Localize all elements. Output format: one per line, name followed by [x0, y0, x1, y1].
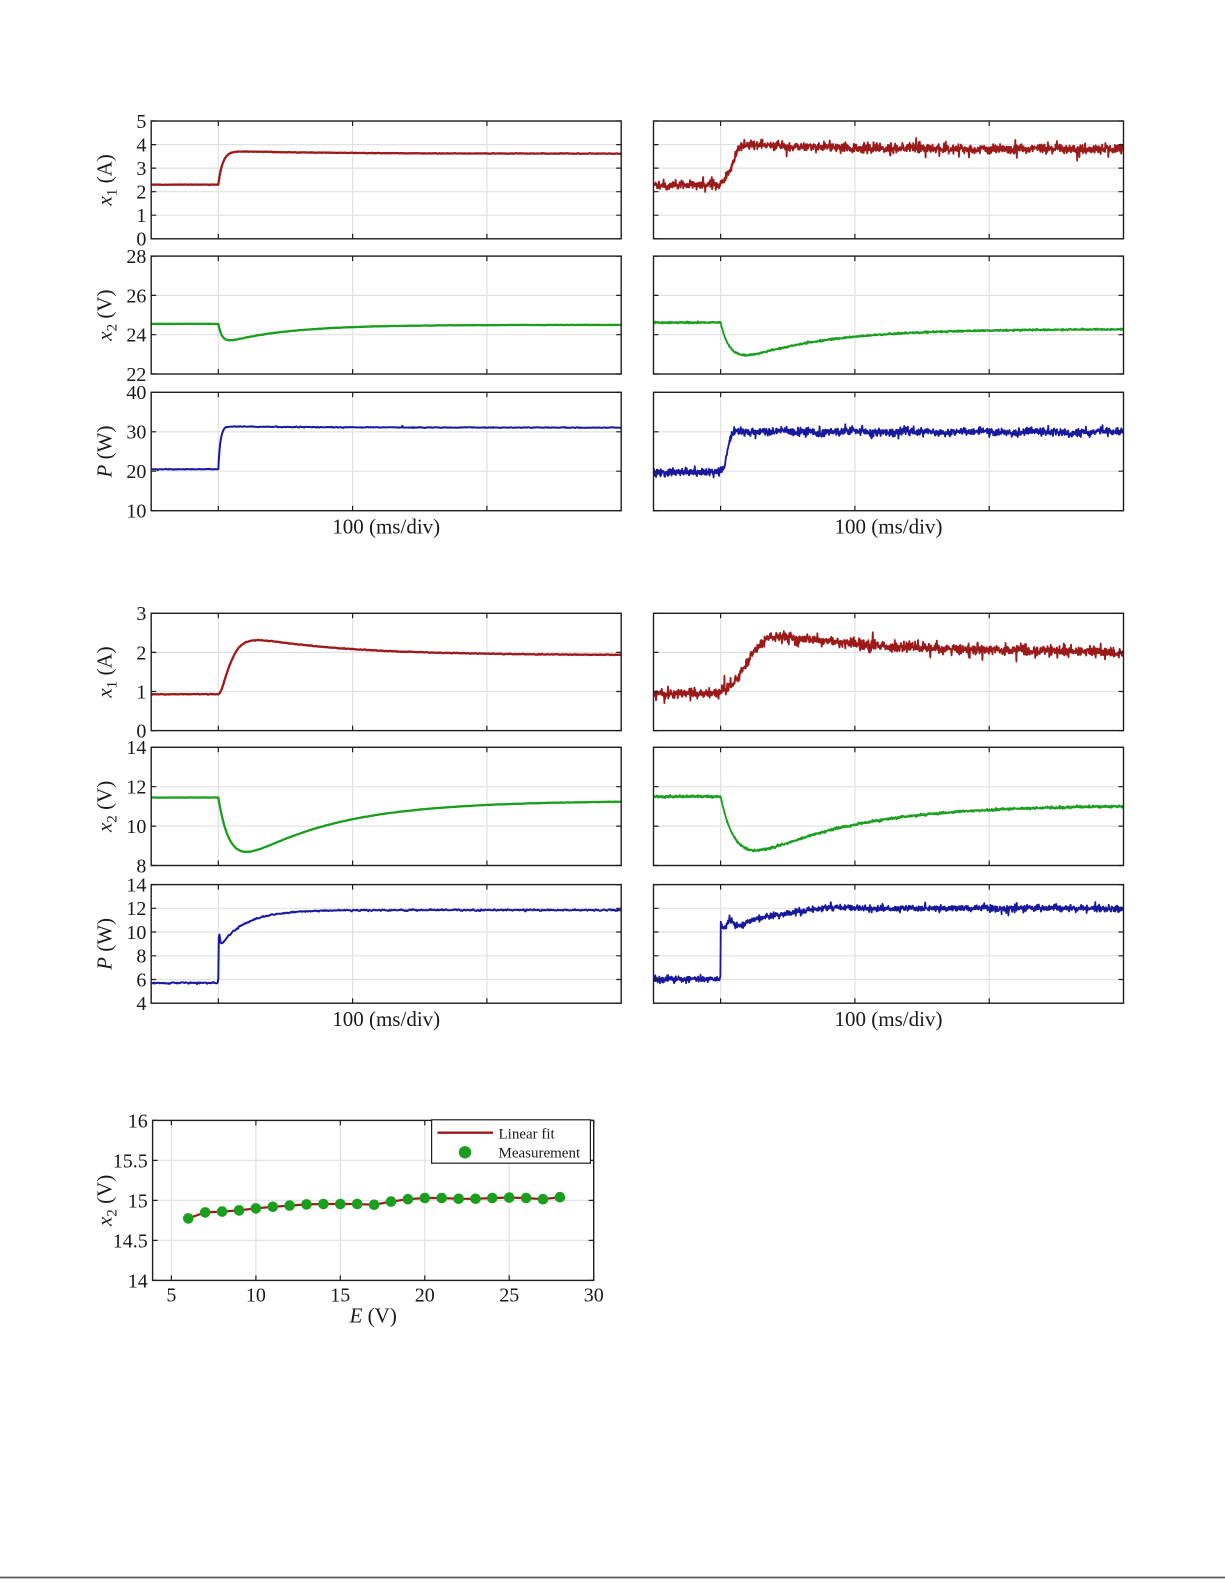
svg-text:3: 3: [136, 158, 146, 180]
svg-text:E (V): E (V): [349, 1304, 397, 1328]
svg-text:20: 20: [415, 1284, 435, 1306]
svg-text:2: 2: [136, 182, 146, 204]
svg-text:25: 25: [499, 1284, 519, 1306]
svg-text:100 (ms/div): 100 (ms/div): [332, 1007, 440, 1031]
svg-text:16: 16: [128, 1110, 148, 1132]
svg-text:x2​ (V): x2​ (V): [93, 1175, 121, 1227]
svg-text:12: 12: [126, 777, 146, 799]
svg-text:5: 5: [166, 1284, 176, 1306]
svg-text:4: 4: [136, 135, 146, 157]
svg-text:x1​ (A): x1​ (A): [93, 646, 121, 698]
svg-text:8: 8: [136, 946, 146, 968]
svg-text:3: 3: [136, 603, 146, 625]
svg-text:1: 1: [136, 205, 146, 227]
svg-text:15: 15: [128, 1190, 148, 1212]
svg-text:40: 40: [126, 382, 146, 404]
svg-text:30: 30: [584, 1284, 604, 1306]
svg-text:10: 10: [246, 1284, 266, 1306]
svg-text:14: 14: [126, 737, 146, 759]
svg-text:2: 2: [136, 642, 146, 664]
svg-text:100 (ms/div): 100 (ms/div): [835, 515, 943, 539]
svg-text:15: 15: [330, 1284, 350, 1306]
svg-text:P (W): P (W): [93, 918, 117, 971]
svg-text:0: 0: [136, 229, 146, 251]
svg-text:28: 28: [126, 246, 146, 268]
svg-text:x1​ (A): x1​ (A): [93, 154, 121, 206]
svg-text:x2​ (V): x2​ (V): [93, 781, 121, 833]
svg-text:30: 30: [126, 422, 146, 444]
svg-text:26: 26: [126, 285, 146, 307]
svg-text:15.5: 15.5: [113, 1150, 148, 1172]
svg-text:x2​ (V): x2​ (V): [93, 289, 121, 341]
svg-text:24: 24: [126, 325, 146, 347]
svg-text:4: 4: [136, 993, 146, 1015]
svg-text:100 (ms/div): 100 (ms/div): [835, 1007, 943, 1031]
svg-text:P (W): P (W): [93, 426, 117, 479]
svg-text:12: 12: [126, 898, 146, 920]
svg-text:1: 1: [136, 681, 146, 703]
svg-text:8: 8: [136, 855, 146, 877]
svg-text:10: 10: [126, 922, 146, 944]
svg-text:10: 10: [126, 816, 146, 838]
svg-text:0: 0: [136, 721, 146, 743]
svg-text:14: 14: [128, 1270, 148, 1292]
svg-text:10: 10: [126, 501, 146, 523]
svg-text:5: 5: [136, 111, 146, 133]
svg-text:20: 20: [126, 461, 146, 483]
svg-text:100 (ms/div): 100 (ms/div): [332, 515, 440, 539]
svg-text:14: 14: [126, 875, 146, 897]
svg-text:14.5: 14.5: [113, 1230, 148, 1252]
svg-text:6: 6: [136, 969, 146, 991]
svg-text:22: 22: [126, 364, 146, 386]
svg-text:Linear fit: Linear fit: [499, 1126, 556, 1142]
svg-text:Measurement: Measurement: [499, 1146, 581, 1162]
